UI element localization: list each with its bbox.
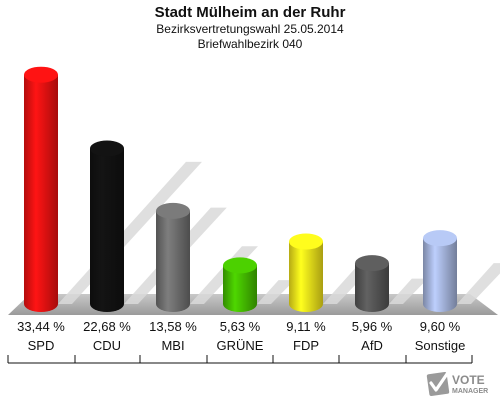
bar-top-spd: [24, 66, 58, 83]
bar-top-grüne: [223, 257, 257, 274]
category-label: MBI: [161, 338, 184, 353]
value-labels-group: 33,44 % 22,68 % 13,58 % 5,63 % 9,11 % 5,96 % 9…: [17, 319, 461, 334]
title-block: Stadt Mülheim an der Ruhr Bezirksvertret…: [0, 4, 500, 52]
logo-vote-text: VOTE: [452, 373, 485, 387]
bar-top-cdu: [90, 140, 124, 157]
bar-grüne: [223, 265, 257, 312]
category-label: SPD: [28, 338, 55, 353]
category-label: CDU: [93, 338, 121, 353]
bar-top-mbi: [156, 202, 190, 219]
bar-shadow: [257, 280, 295, 304]
logo-mark-icon: [426, 371, 450, 397]
value-label: 9,11 %: [286, 319, 326, 334]
value-label: 5,63 %: [220, 319, 261, 334]
bar-sonstige: [423, 238, 457, 312]
category-label: GRÜNE: [217, 338, 264, 353]
category-label: FDP: [293, 338, 319, 353]
logo-manager-text: MANAGER: [452, 388, 488, 395]
bar-cdu: [90, 148, 124, 312]
bars-group: [24, 66, 457, 312]
category-label: AfD: [361, 338, 383, 353]
bar-top-afd: [355, 255, 389, 272]
bar-shadow: [389, 278, 428, 304]
chart-subtitle-district: Briefwahlbezirk 040: [197, 37, 303, 51]
bar-mbi: [156, 210, 190, 312]
bar-top-sonstige: [423, 230, 457, 247]
chart-title: Stadt Mülheim an der Ruhr: [154, 4, 346, 21]
bar-spd: [24, 74, 58, 312]
bar-afd: [355, 263, 389, 312]
bar-top-fdp: [289, 233, 323, 250]
value-label: 33,44 %: [17, 319, 65, 334]
value-label: 22,68 %: [83, 319, 131, 334]
category-labels-group: SPD CDU MBI GRÜNE FDP AfD Sonstige: [28, 338, 466, 353]
value-label: 13,58 %: [149, 319, 197, 334]
category-ticks: [7, 355, 473, 363]
chart-subtitle: Bezirksvertretungswahl 25.05.2014: [156, 22, 344, 36]
value-label: 5,96 %: [352, 319, 393, 334]
category-label: Sonstige: [415, 338, 466, 353]
value-label: 9,60 %: [420, 319, 461, 334]
bar-shadow: [457, 263, 500, 304]
bar-fdp: [289, 241, 323, 312]
vote-manager-logo: VOTE MANAGER: [426, 371, 488, 397]
